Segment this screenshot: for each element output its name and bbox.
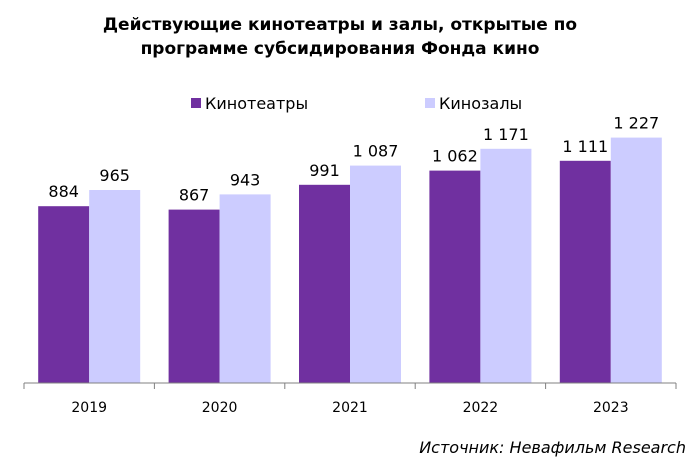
x-tick-label-2021: 2021 <box>332 400 368 416</box>
bar-kinoteatry-2022 <box>429 170 481 383</box>
value-label-kinozaly-2020: 943 <box>230 170 261 189</box>
x-tick-label-2019: 2019 <box>71 400 107 416</box>
legend-label-kinoteatry: Кинотеатры <box>205 94 308 113</box>
value-label-kinozaly-2019: 965 <box>99 166 130 185</box>
bar-kinozaly-2020 <box>219 194 271 383</box>
x-tick-label-2020: 2020 <box>202 400 238 416</box>
value-label-kinozaly-2021: 1 087 <box>353 142 399 161</box>
legend: Кинотеатры Кинозалы <box>191 94 522 113</box>
chart-title-line-1: Действующие кинотеатры и залы, открытые … <box>103 15 577 35</box>
x-tick-label-2022: 2022 <box>463 400 499 416</box>
bar-kinozaly-2021 <box>350 165 401 383</box>
bar-kinoteatry-2021 <box>299 184 350 383</box>
legend-swatch-kinoteatry <box>191 98 201 108</box>
value-label-kinozaly-2022: 1 171 <box>483 125 529 144</box>
bar-kinoteatry-2020 <box>168 209 220 383</box>
value-label-kinoteatry-2023: 1 111 <box>562 137 608 156</box>
bar-kinoteatry-2019 <box>38 206 90 383</box>
value-label-kinoteatry-2019: 884 <box>48 182 79 201</box>
chart-title-line-2: программе субсидирования Фонда кино <box>141 39 540 59</box>
bar-kinozaly-2023 <box>610 137 662 383</box>
legend-swatch-kinozaly <box>425 98 435 108</box>
bar-kinozaly-2019 <box>89 190 141 383</box>
bars-group <box>38 137 662 383</box>
bar-kinozaly-2022 <box>480 148 532 383</box>
value-label-kinoteatry-2020: 867 <box>179 186 210 205</box>
source-note: Источник: Невафильм Research <box>419 438 686 457</box>
value-label-kinoteatry-2021: 991 <box>309 161 340 180</box>
value-label-kinozaly-2023: 1 227 <box>613 114 659 133</box>
value-label-kinoteatry-2022: 1 062 <box>432 147 478 166</box>
legend-label-kinozaly: Кинозалы <box>439 94 522 113</box>
x-tick-label-2023: 2023 <box>593 400 629 416</box>
bar-kinoteatry-2023 <box>559 160 611 383</box>
x-axis: 2019 2020 2021 2022 2023 <box>23 382 677 416</box>
value-labels-group: 884 965 867 943 991 1 087 1 062 1 171 1 111 1 227 <box>48 114 659 205</box>
